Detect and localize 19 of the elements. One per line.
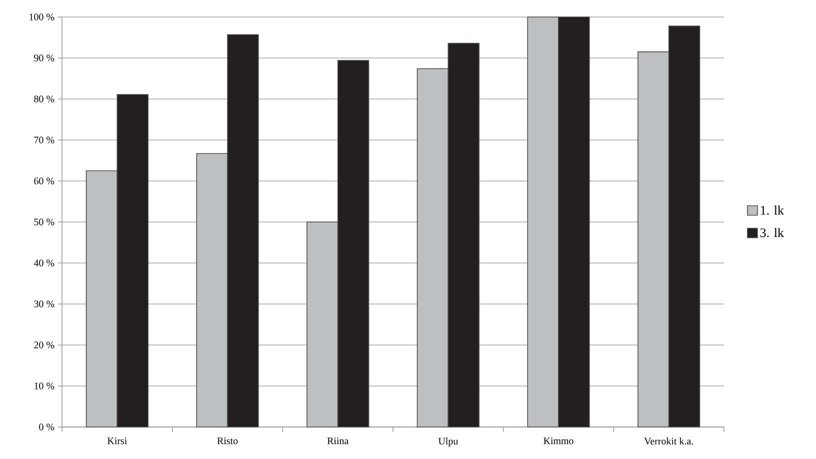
legend-label: 1. lk bbox=[760, 206, 784, 215]
x-tick-label: Verrokit k.a. bbox=[644, 437, 693, 445]
x-tick-label: Risto bbox=[217, 438, 238, 444]
y-tick-label: 50 % bbox=[34, 218, 54, 226]
y-tick-label: 30 % bbox=[34, 300, 54, 308]
y-tick-label: 70 % bbox=[34, 136, 54, 144]
y-tick-label: 90 % bbox=[34, 54, 54, 62]
x-tick-label: Ulpu bbox=[438, 437, 458, 447]
legend-label: 3. lk bbox=[760, 228, 784, 238]
y-tick-label: 60 % bbox=[34, 178, 54, 184]
y-tick-label: 80 % bbox=[34, 96, 54, 102]
y-tick-label: 10 % bbox=[34, 382, 54, 390]
x-tick-label: Kirsi bbox=[107, 438, 127, 444]
x-tick-label: Riina bbox=[327, 438, 348, 444]
y-tick-label: 20 % bbox=[34, 342, 54, 348]
y-tick-label: 40 % bbox=[34, 260, 54, 266]
y-tick-label: 100 % bbox=[30, 14, 54, 20]
y-tick-label: 0 % bbox=[39, 424, 54, 430]
x-tick-label: Kimmo bbox=[544, 438, 574, 444]
